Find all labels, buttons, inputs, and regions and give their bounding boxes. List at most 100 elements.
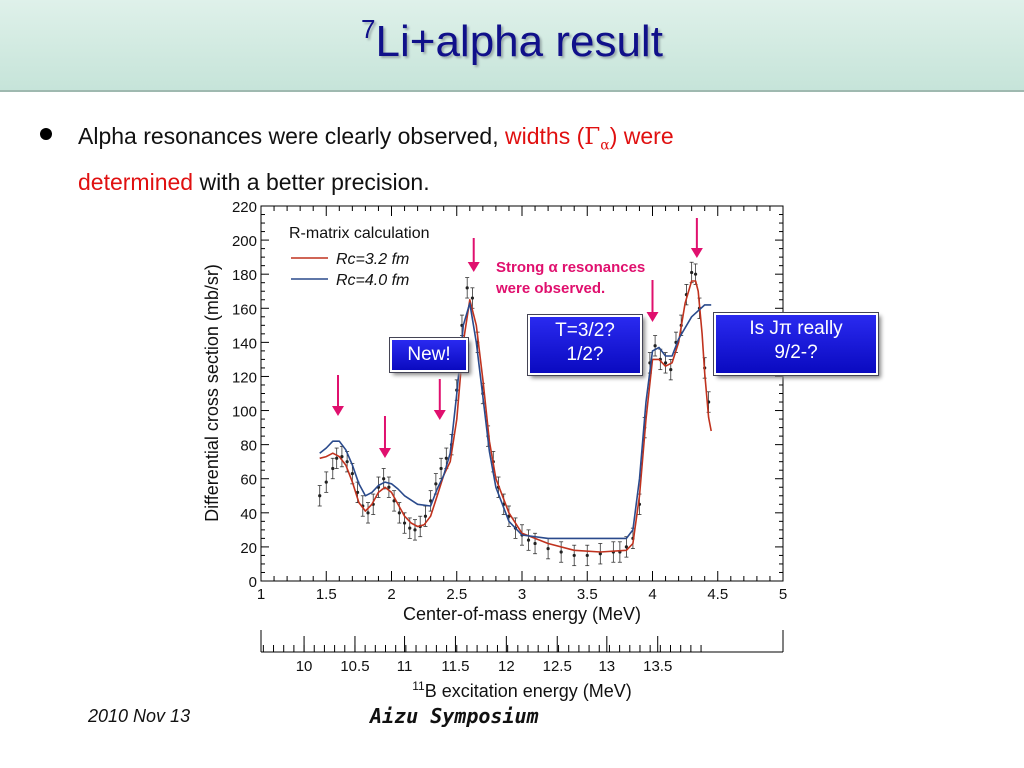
callout-new: New! bbox=[389, 337, 469, 373]
x-axis-label: Center-of-mass energy (MeV) bbox=[403, 604, 641, 624]
y-tick-label: 140 bbox=[232, 335, 257, 352]
data-point bbox=[335, 456, 339, 460]
data-point bbox=[345, 460, 349, 464]
arrow-head bbox=[433, 410, 446, 420]
arrow-head bbox=[378, 448, 391, 458]
x-tick-label: 3 bbox=[518, 586, 526, 603]
y-tick-label: 220 bbox=[232, 199, 257, 216]
x2-tick-label: 12.5 bbox=[543, 658, 572, 675]
data-point bbox=[397, 511, 401, 515]
data-point bbox=[413, 528, 417, 532]
data-point bbox=[408, 526, 412, 530]
y-tick-label: 160 bbox=[232, 301, 257, 318]
y-tick-label: 180 bbox=[232, 267, 257, 284]
bullet-part1: Alpha resonances were clearly observed, bbox=[78, 123, 506, 149]
data-point bbox=[470, 296, 475, 300]
data-point bbox=[444, 456, 448, 460]
data-point bbox=[331, 466, 335, 471]
x-tick-label: 3.5 bbox=[577, 586, 598, 603]
data-point bbox=[559, 550, 563, 554]
legend-title: R-matrix calculation bbox=[289, 225, 429, 242]
arrow-head bbox=[467, 262, 480, 272]
data-point bbox=[382, 477, 386, 481]
x2-tick-label: 10 bbox=[296, 658, 313, 675]
data-point bbox=[526, 538, 531, 542]
bullet-dot bbox=[40, 128, 52, 140]
x-tick-label: 2 bbox=[387, 586, 395, 603]
data-point bbox=[387, 485, 391, 489]
data-point bbox=[434, 482, 438, 486]
curve-rc-4-0-fm bbox=[319, 302, 712, 540]
gamma-letter: Γ bbox=[584, 124, 601, 150]
bullet-red1: widths ( bbox=[505, 123, 585, 149]
data-point bbox=[653, 344, 657, 348]
x-tick-label: 1 bbox=[257, 586, 265, 603]
data-point bbox=[465, 286, 469, 290]
title-bar bbox=[0, 0, 1024, 92]
bullet-text: Alpha resonances were clearly observed, … bbox=[78, 118, 838, 200]
x2-axis-label: 11B excitation energy (MeV) bbox=[412, 679, 632, 701]
alpha-subscript: α bbox=[600, 137, 610, 154]
bullet-part2: with a better precision. bbox=[193, 168, 430, 195]
arrow-head bbox=[646, 312, 659, 322]
title-text: Li+alpha result bbox=[375, 17, 663, 66]
callout-jpi-line2: 9/2-? bbox=[774, 342, 818, 363]
callout-t32-line2: 1/2? bbox=[566, 344, 604, 365]
x2-tick-label: 13 bbox=[598, 658, 615, 675]
x-tick-label: 2.5 bbox=[446, 586, 467, 603]
data-point bbox=[533, 541, 537, 546]
legend-entry-red: Rc=3.2 fm bbox=[336, 251, 409, 268]
data-point bbox=[546, 547, 550, 551]
curve-rc-3-2-fm bbox=[319, 280, 712, 553]
curves bbox=[319, 280, 712, 553]
data-point bbox=[663, 361, 668, 365]
data-point bbox=[669, 368, 673, 372]
annotation-line1: Strong α resonances bbox=[496, 259, 645, 276]
data-point bbox=[402, 521, 407, 525]
data-point bbox=[350, 472, 354, 476]
data-point bbox=[366, 511, 370, 515]
x2-label-text: B excitation energy (MeV) bbox=[425, 681, 632, 701]
footer-date: 2010 Nov 13 bbox=[88, 706, 191, 726]
bullet-red3: determined bbox=[78, 168, 194, 195]
title-superscript: 7 bbox=[361, 14, 376, 44]
data-point bbox=[439, 466, 443, 471]
slide-title: 7Li+alpha result bbox=[0, 14, 1024, 67]
x2-tick-label: 11 bbox=[397, 658, 413, 675]
y-tick-label: 100 bbox=[232, 404, 257, 421]
data-point bbox=[340, 454, 344, 459]
x-tick-label: 4 bbox=[648, 586, 656, 603]
x-tick-label: 4.5 bbox=[707, 586, 728, 603]
arrow-head bbox=[690, 248, 703, 258]
y-tick-label: 120 bbox=[232, 369, 257, 386]
callout-t32: T=3/2? 1/2? bbox=[527, 314, 643, 376]
data-point bbox=[598, 552, 602, 556]
x2-tick-label: 10.5 bbox=[340, 658, 369, 675]
data-point bbox=[693, 272, 698, 276]
callout-new-text: New! bbox=[407, 344, 451, 365]
y-tick-label: 40 bbox=[240, 506, 257, 523]
arrows bbox=[331, 218, 703, 458]
y-tick-label: 200 bbox=[232, 233, 257, 250]
callout-jpi: Is Jπ really 9/2-? bbox=[713, 312, 879, 376]
data-point bbox=[690, 270, 694, 275]
x-tick-label: 1.5 bbox=[316, 586, 337, 603]
callout-t32-line1: T=3/2? bbox=[555, 320, 615, 341]
x-tick-label: 5 bbox=[779, 586, 787, 603]
y-tick-label: 20 bbox=[240, 540, 257, 557]
x2-tick-label: 13.5 bbox=[643, 658, 672, 675]
annotation-line2: were observed. bbox=[495, 280, 605, 297]
x2-label-sup: 11 bbox=[412, 679, 425, 693]
y-axis-label: Differential cross section (mb/sr) bbox=[202, 264, 222, 522]
data-point bbox=[624, 545, 629, 549]
x2-tick-label: 11.5 bbox=[441, 658, 469, 675]
data-point bbox=[572, 553, 576, 558]
data-point bbox=[324, 480, 328, 484]
y-tick-label: 80 bbox=[240, 438, 257, 455]
data-point bbox=[423, 514, 428, 518]
legend-entry-blue: Rc=4.0 fm bbox=[336, 272, 409, 289]
y-tick-label: 0 bbox=[249, 574, 257, 591]
callout-jpi-line1: Is Jπ really bbox=[749, 318, 843, 339]
